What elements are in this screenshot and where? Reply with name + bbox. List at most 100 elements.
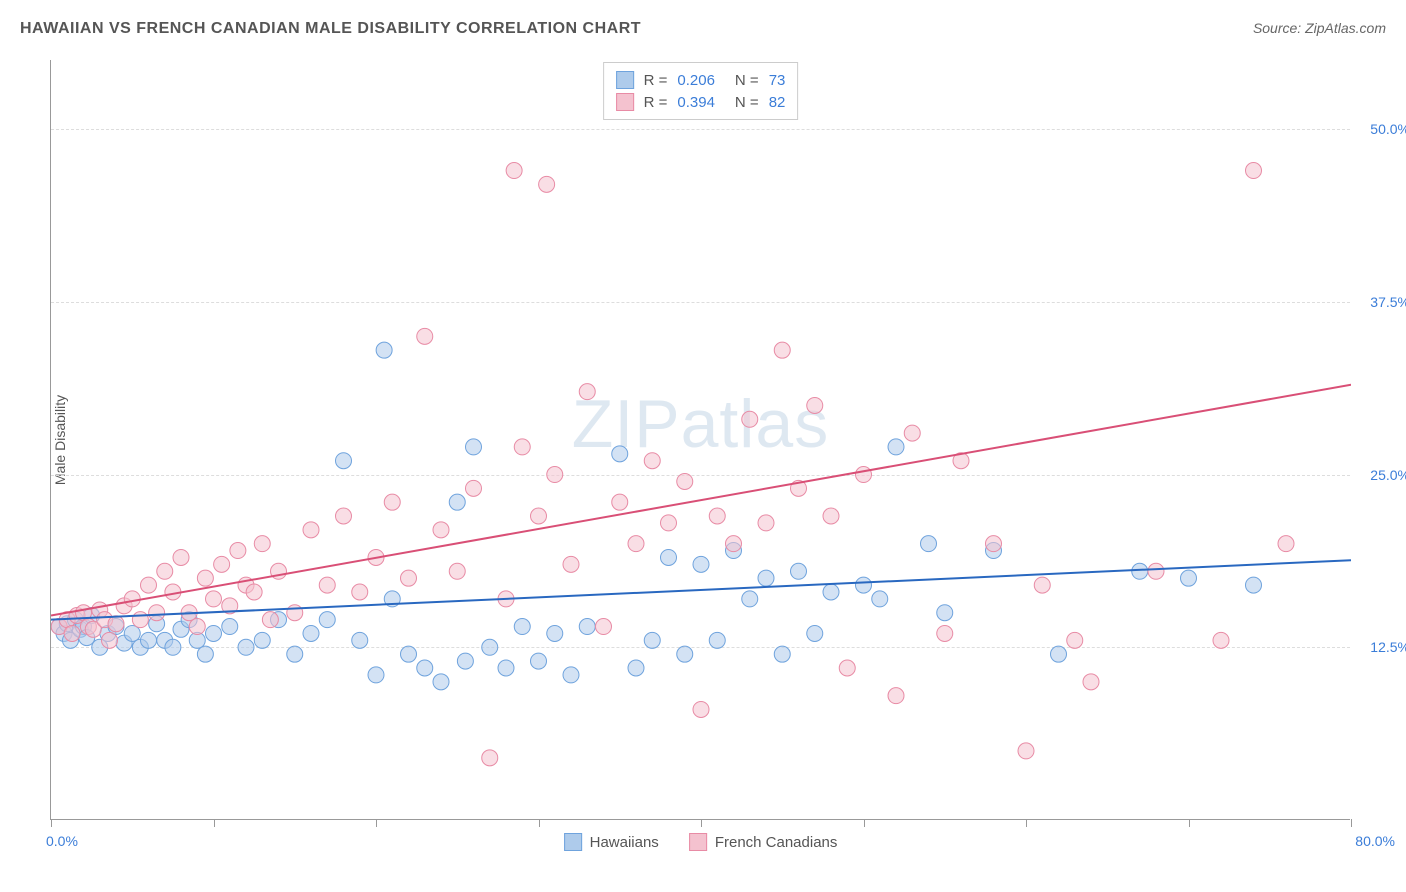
- scatter-point: [563, 556, 579, 572]
- scatter-point: [1132, 563, 1148, 579]
- scatter-point: [1018, 743, 1034, 759]
- legend-label: Hawaiians: [590, 834, 659, 851]
- scatter-point: [401, 570, 417, 586]
- scatter-point: [197, 646, 213, 662]
- scatter-point: [189, 619, 205, 635]
- scatter-point: [807, 397, 823, 413]
- scatter-point: [303, 625, 319, 641]
- x-tick: [864, 819, 865, 827]
- scatter-point: [514, 619, 530, 635]
- scatter-point: [132, 612, 148, 628]
- x-tick: [1189, 819, 1190, 827]
- x-tick: [701, 819, 702, 827]
- x-min-label: 0.0%: [46, 833, 78, 849]
- legend-item: French Canadians: [689, 833, 838, 851]
- scatter-point: [856, 467, 872, 483]
- scatter-point: [287, 605, 303, 621]
- scatter-point: [466, 439, 482, 455]
- x-tick: [539, 819, 540, 827]
- scatter-point: [823, 584, 839, 600]
- scatter-point: [165, 639, 181, 655]
- scatter-point: [693, 701, 709, 717]
- scatter-point: [149, 605, 165, 621]
- scatter-point: [206, 625, 222, 641]
- scatter-point: [336, 508, 352, 524]
- scatter-point: [758, 515, 774, 531]
- scatter-point: [401, 646, 417, 662]
- scatter-point: [644, 632, 660, 648]
- scatter-point: [64, 625, 80, 641]
- scatter-point: [449, 563, 465, 579]
- scatter-point: [498, 660, 514, 676]
- scatter-point: [1181, 570, 1197, 586]
- scatter-point: [457, 653, 473, 669]
- chart-title: HAWAIIAN VS FRENCH CANADIAN MALE DISABIL…: [20, 20, 641, 37]
- scatter-point: [303, 522, 319, 538]
- scatter-point: [197, 570, 213, 586]
- scatter-point: [937, 625, 953, 641]
- scatter-point: [287, 646, 303, 662]
- scatter-point: [124, 591, 140, 607]
- scatter-point: [839, 660, 855, 676]
- scatter-point: [246, 584, 262, 600]
- scatter-point: [742, 411, 758, 427]
- scatter-point: [823, 508, 839, 524]
- scatter-point: [726, 536, 742, 552]
- scatter-point: [433, 522, 449, 538]
- scatter-point: [677, 473, 693, 489]
- scatter-point: [1213, 632, 1229, 648]
- scatter-point: [774, 646, 790, 662]
- scatter-point: [141, 577, 157, 593]
- scatter-point: [563, 667, 579, 683]
- scatter-point: [1246, 163, 1262, 179]
- scatter-point: [774, 342, 790, 358]
- legend-swatch: [564, 833, 582, 851]
- scatter-point: [888, 439, 904, 455]
- scatter-point: [612, 494, 628, 510]
- scatter-point: [1083, 674, 1099, 690]
- scatter-point: [628, 536, 644, 552]
- scatter-point: [644, 453, 660, 469]
- legend-item: Hawaiians: [564, 833, 659, 851]
- scatter-point: [596, 619, 612, 635]
- scatter-point: [758, 570, 774, 586]
- scatter-point: [433, 674, 449, 690]
- scatter-point: [124, 625, 140, 641]
- scatter-point: [937, 605, 953, 621]
- y-tick-label: 37.5%: [1370, 294, 1406, 310]
- scatter-point: [807, 625, 823, 641]
- scatter-point: [904, 425, 920, 441]
- scatter-point: [466, 480, 482, 496]
- scatter-point: [872, 591, 888, 607]
- scatter-point: [742, 591, 758, 607]
- scatter-point: [336, 453, 352, 469]
- chart-container: HAWAIIAN VS FRENCH CANADIAN MALE DISABIL…: [0, 0, 1406, 892]
- scatter-point: [661, 549, 677, 565]
- scatter-point: [628, 660, 644, 676]
- scatter-point: [206, 591, 222, 607]
- x-tick: [51, 819, 52, 827]
- trend-line: [51, 385, 1351, 616]
- scatter-point: [547, 467, 563, 483]
- scatter-point: [1034, 577, 1050, 593]
- scatter-point: [986, 536, 1002, 552]
- scatter-point: [677, 646, 693, 662]
- scatter-point: [791, 563, 807, 579]
- scatter-point: [531, 508, 547, 524]
- scatter-point: [661, 515, 677, 531]
- scatter-point: [384, 494, 400, 510]
- scatter-point: [1148, 563, 1164, 579]
- x-tick: [1351, 819, 1352, 827]
- x-tick: [1026, 819, 1027, 827]
- scatter-point: [1067, 632, 1083, 648]
- y-tick-label: 12.5%: [1370, 639, 1406, 655]
- scatter-point: [547, 625, 563, 641]
- legend-label: French Canadians: [715, 834, 838, 851]
- scatter-point: [319, 612, 335, 628]
- scatter-point: [693, 556, 709, 572]
- scatter-point: [417, 660, 433, 676]
- y-tick-label: 25.0%: [1370, 467, 1406, 483]
- scatter-point: [319, 577, 335, 593]
- scatter-point: [449, 494, 465, 510]
- scatter-point: [108, 616, 124, 632]
